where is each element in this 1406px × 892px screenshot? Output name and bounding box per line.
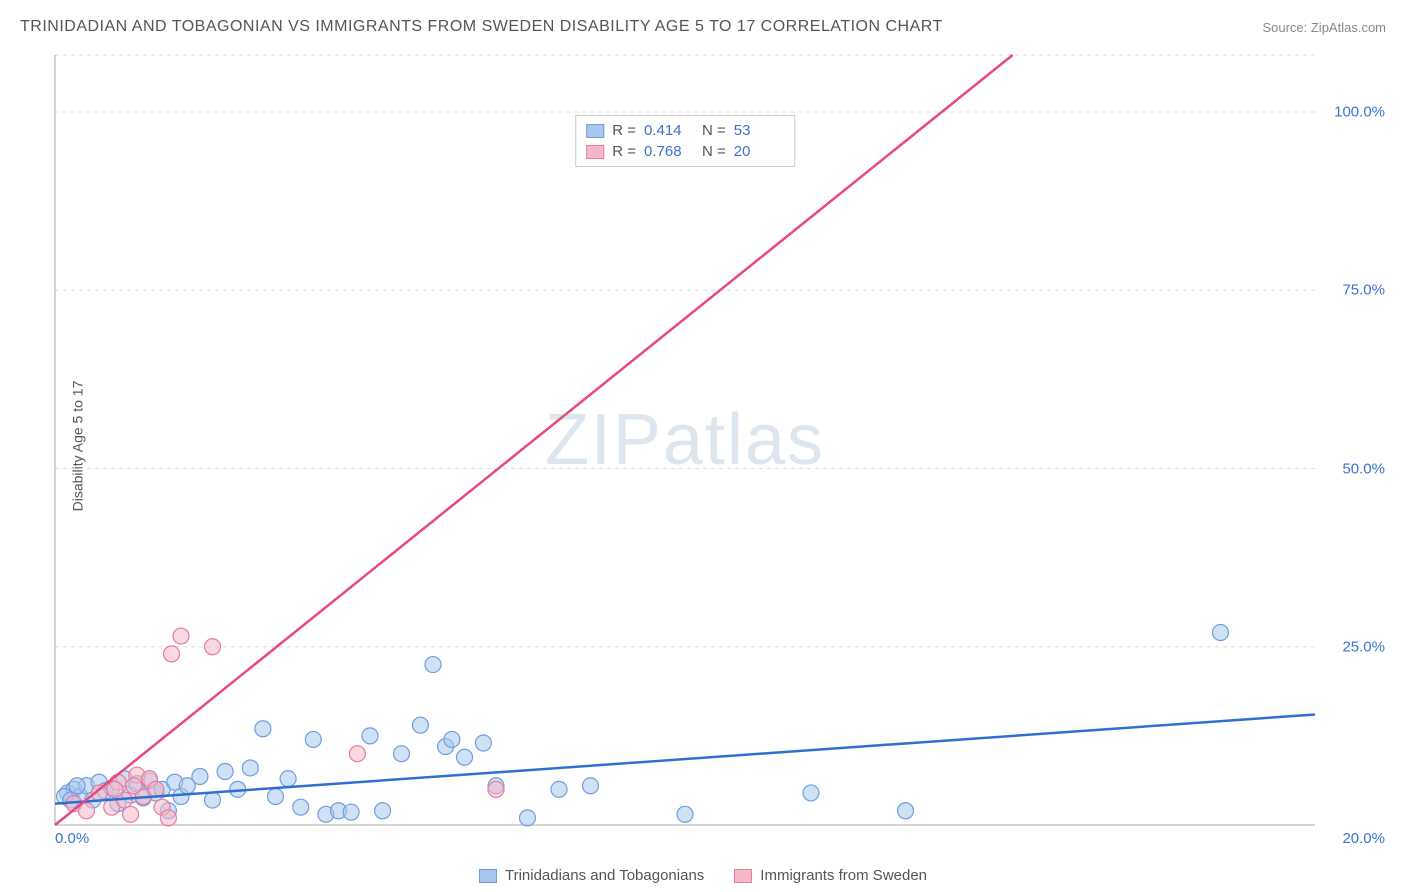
legend-row-trinidad: R = 0.414 N = 53 <box>586 120 784 141</box>
swatch-sweden <box>586 145 604 159</box>
y-tick-label: 100.0% <box>1334 104 1385 121</box>
r-label: R = <box>612 122 636 139</box>
swatch-trinidad <box>479 869 497 883</box>
legend-row-sweden: R = 0.768 N = 20 <box>586 141 784 162</box>
plot-area: ZIPatlas R = 0.414 N = 53 R = 0.768 N = … <box>55 55 1315 825</box>
n-label: N = <box>702 143 726 160</box>
x-tick-min: 0.0% <box>55 830 89 847</box>
source-attribution: Source: ZipAtlas.com <box>1262 20 1386 35</box>
r-value-sweden: 0.768 <box>644 143 694 160</box>
legend-item-sweden: Immigrants from Sweden <box>734 867 927 884</box>
swatch-sweden <box>734 869 752 883</box>
y-tick-label: 25.0% <box>1342 638 1385 655</box>
n-value-trinidad: 53 <box>734 122 784 139</box>
scatter-chart <box>55 55 1315 825</box>
x-tick-max: 20.0% <box>1342 830 1385 847</box>
correlation-legend: R = 0.414 N = 53 R = 0.768 N = 20 <box>575 115 795 167</box>
legend-label-trinidad: Trinidadians and Tobagonians <box>505 867 704 884</box>
swatch-trinidad <box>586 124 604 138</box>
legend-item-trinidad: Trinidadians and Tobagonians <box>479 867 704 884</box>
n-label: N = <box>702 122 726 139</box>
n-value-sweden: 20 <box>734 143 784 160</box>
r-label: R = <box>612 143 636 160</box>
r-value-trinidad: 0.414 <box>644 122 694 139</box>
chart-title: TRINIDADIAN AND TOBAGONIAN VS IMMIGRANTS… <box>20 18 943 36</box>
y-tick-label: 50.0% <box>1342 460 1385 477</box>
legend-label-sweden: Immigrants from Sweden <box>760 867 927 884</box>
y-tick-label: 75.0% <box>1342 282 1385 299</box>
series-legend: Trinidadians and Tobagonians Immigrants … <box>479 867 927 884</box>
